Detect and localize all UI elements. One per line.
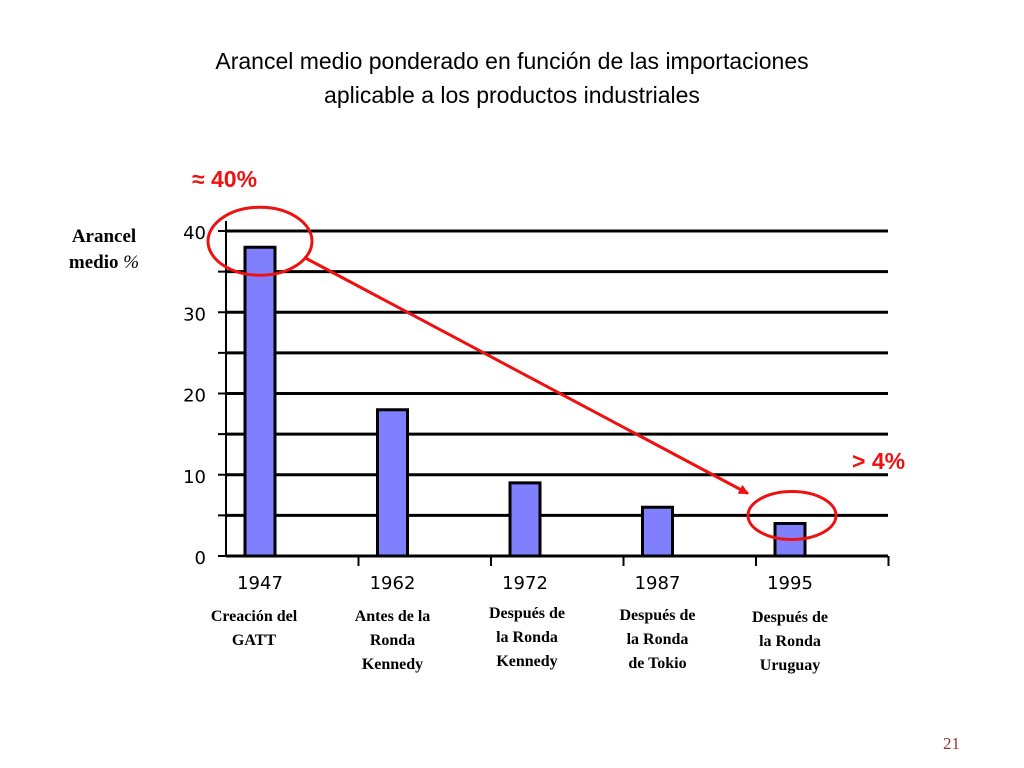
y-tick-label: 40 [183,223,206,244]
y-tick-label: 0 [195,548,206,569]
era-label-line: Ronda [369,632,416,649]
bar-1962 [376,408,409,558]
y-tick-label: 30 [183,304,206,325]
era-label-line: la Ronda [496,629,558,646]
era-label: Después de la Ronda de Tokio [598,604,718,676]
annotation-top: ≈ 40% [192,166,258,192]
era-label-line: Uruguay [759,657,821,674]
era-label-line: Creación del [210,608,298,625]
trend-arrow [303,255,749,495]
chart-title: Arancel medio ponderado en función de la… [0,44,1024,112]
highlight-ellipse-start [206,205,314,277]
highlight-ellipse-end [746,490,838,541]
y-axis-label: Arancel medio % [68,226,140,273]
era-label-line: Antes de la [354,608,431,625]
era-label: Creación del GATT [194,605,314,653]
era-label: Después de la Ronda Kennedy [467,602,587,674]
annotation-bottom: > 4% [852,448,906,474]
era-label: Después de la Ronda Uruguay [730,606,850,678]
x-tick-label: 1947 [237,573,283,594]
x-tick-label: 1962 [370,573,416,594]
x-tick-label: 1972 [502,573,548,594]
slide-number: 21 [943,734,960,753]
bar-1947 [243,245,277,558]
bar-1987 [641,505,674,558]
x-tick-label: 1987 [635,573,681,594]
era-label: Antes de la Ronda Kennedy [333,605,453,677]
era-label-line: de Tokio [628,655,687,672]
y-tick-label: 20 [183,386,206,407]
bar-1972 [508,481,542,558]
y-tick-label: 10 [183,467,206,488]
era-label-line: la Ronda [759,633,821,650]
era-label-line: la Ronda [626,631,689,648]
era-label-line: Después de [619,607,696,624]
era-label-line: Después de [488,605,565,622]
chart-title-line2: aplicable a los productos industriales [324,82,700,108]
chart-title-line1: Arancel medio ponderado en función de la… [215,48,809,74]
x-tick-label: 1995 [767,573,813,594]
era-label-line: Kennedy [361,656,424,673]
era-label-line: Después de [751,609,828,626]
era-label-line: Kennedy [496,653,558,670]
era-label-line: GATT [231,632,277,649]
